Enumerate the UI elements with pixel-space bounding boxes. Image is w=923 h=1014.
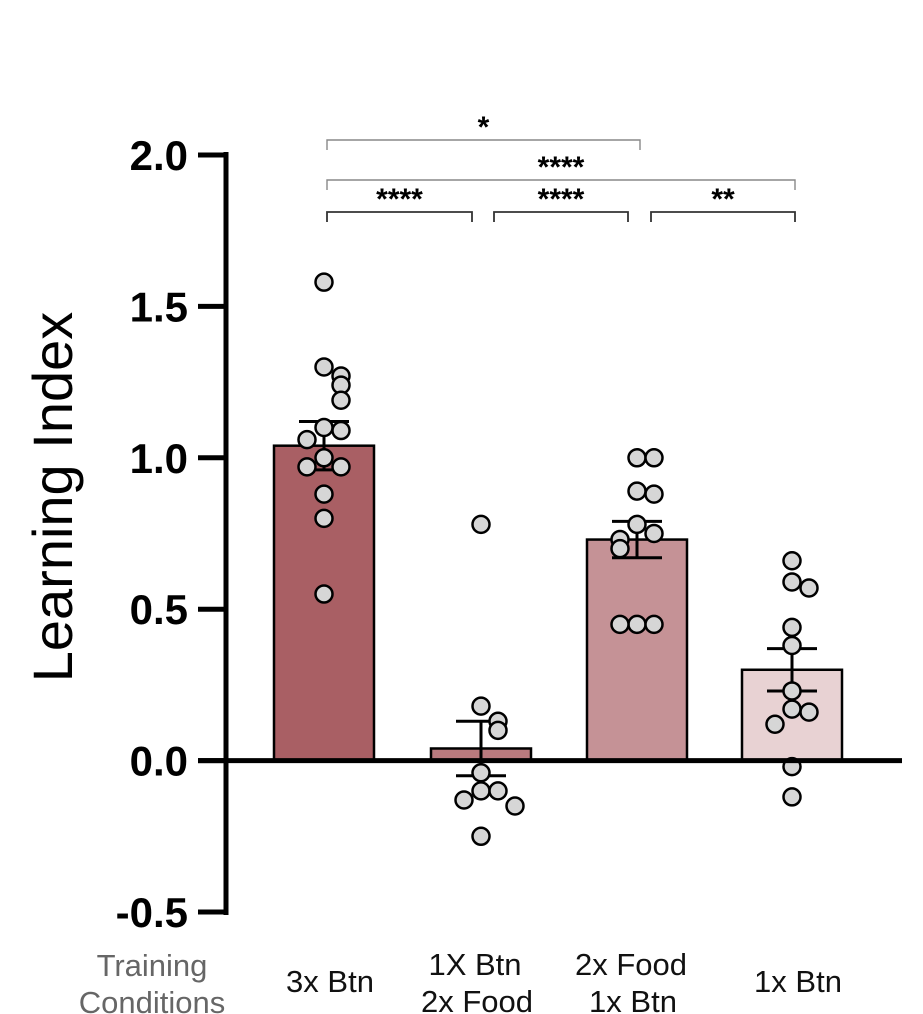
data-point (782, 635, 802, 656)
data-point (471, 762, 491, 783)
significance-bracket (650, 211, 796, 222)
category-label: 1x Btn (589, 984, 677, 1014)
data-point (782, 572, 802, 592)
y-axis: -0.5 0.0 0.5 1.0 1.5 2.0 (116, 132, 229, 936)
data-point (644, 614, 664, 635)
y-axis-label: Learning Index (21, 312, 84, 683)
y-tick-label: 1.5 (130, 283, 188, 330)
data-point (471, 826, 491, 847)
category-label: 2x Food (421, 984, 533, 1014)
training-conditions-label: Training (97, 948, 208, 983)
category-label: 1X Btn (428, 947, 521, 982)
data-point (314, 417, 334, 438)
data-point (782, 787, 802, 807)
bar (585, 538, 689, 762)
data-point (297, 457, 317, 477)
data-point (314, 448, 334, 468)
y-tick-label: 0.5 (130, 586, 188, 633)
data-point (314, 484, 334, 504)
data-point (782, 617, 802, 638)
y-tick-label: 0.0 (130, 738, 188, 785)
data-point (471, 696, 491, 716)
error-bars (299, 419, 817, 778)
data-point (782, 699, 802, 719)
category-label: 3x Btn (286, 964, 374, 999)
significance-label: **** (376, 183, 423, 216)
data-point (765, 714, 785, 735)
data-point (314, 508, 334, 529)
significance-brackets: ********* **** ** (326, 111, 796, 222)
data-point (331, 457, 351, 477)
significance-bracket (326, 179, 796, 190)
data-point (627, 514, 647, 535)
data-point (610, 614, 630, 635)
data-point (505, 796, 525, 816)
data-points (297, 272, 819, 847)
data-point (644, 448, 664, 468)
data-point (644, 484, 664, 504)
data-point (331, 420, 351, 441)
data-point (471, 514, 491, 535)
y-tick-label: -0.5 (116, 889, 188, 936)
data-point (799, 578, 819, 598)
y-tick-label: 2.0 (130, 132, 188, 179)
data-point (782, 681, 802, 701)
significance-label: ** (711, 183, 735, 216)
significance-bracket (326, 139, 641, 150)
data-point (314, 584, 334, 604)
data-point (627, 614, 647, 635)
significance-bracket (326, 211, 473, 222)
data-point (488, 781, 508, 801)
bars (272, 444, 844, 762)
significance-bracket (493, 211, 629, 222)
category-label: 1x Btn (754, 964, 842, 999)
data-point (627, 481, 647, 501)
data-point (454, 790, 474, 810)
data-point (610, 538, 630, 559)
data-point (297, 429, 317, 450)
training-conditions-label: Conditions (79, 985, 225, 1014)
data-point (799, 702, 819, 722)
data-point (314, 357, 334, 377)
y-tick-label: 1.0 (130, 435, 188, 482)
data-point (331, 390, 351, 411)
data-point (314, 272, 334, 292)
category-label: 2x Food (575, 947, 687, 982)
significance-label: **** (538, 151, 585, 184)
significance-label: * (478, 111, 490, 144)
data-point (627, 448, 647, 468)
data-point (782, 551, 802, 571)
data-point (488, 720, 508, 741)
data-point (471, 781, 491, 801)
data-point (644, 523, 664, 544)
significance-label: **** (538, 183, 585, 216)
